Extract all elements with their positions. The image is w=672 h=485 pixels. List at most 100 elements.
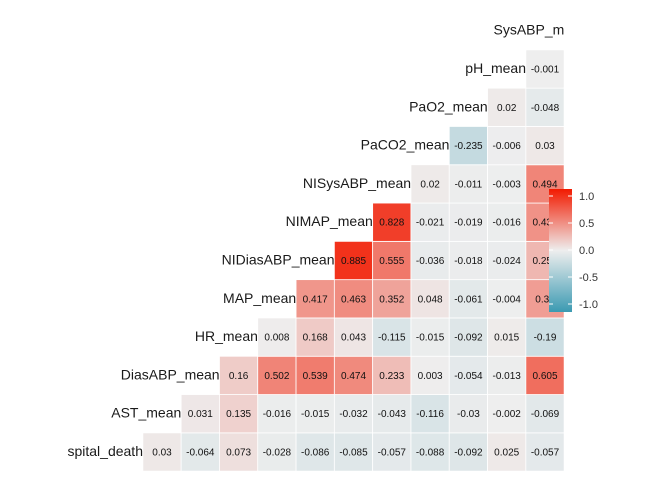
cell-value: -0.016 <box>263 409 292 420</box>
cell-value: 0.502 <box>264 371 289 382</box>
cell-value: 0.073 <box>226 448 251 459</box>
row-label: MAP_mean <box>223 290 296 306</box>
heatmap-cell <box>448 355 488 395</box>
heatmap-cell <box>487 164 527 204</box>
cell-value: -0.006 <box>493 141 522 152</box>
cell-value: 0.233 <box>379 371 404 382</box>
legend-tick-label: 0.5 <box>579 218 594 230</box>
heatmap-cell <box>487 126 527 166</box>
row-label: AST_mean <box>111 405 181 421</box>
legend-tick-label: -0.5 <box>579 272 598 284</box>
row-label: SysABP_m <box>493 22 564 38</box>
heatmap-cell <box>257 355 297 395</box>
cell-value: 0.539 <box>303 371 328 382</box>
cell-value: -0.061 <box>454 294 483 305</box>
heatmap-cell <box>448 394 488 434</box>
heatmap-cell <box>410 202 450 242</box>
heatmap-cell <box>410 355 450 395</box>
cell-value: 0.258 <box>532 256 557 267</box>
cell-value: 0.434 <box>532 218 557 229</box>
row-label: NISysABP_mean <box>303 175 411 191</box>
row-label: PaO2_mean <box>409 98 488 114</box>
cell-value: -0.004 <box>493 294 522 305</box>
cell-value: -0.092 <box>454 333 483 344</box>
cell-value: -0.069 <box>531 409 560 420</box>
heatmap-cell <box>448 202 488 242</box>
cell-value: -0.001 <box>531 65 560 76</box>
cell-value: 0.605 <box>532 371 557 382</box>
heatmap-cell <box>333 432 374 472</box>
heatmap-cell <box>525 126 565 166</box>
cell-value: -0.043 <box>378 409 407 420</box>
heatmap-cell <box>142 432 182 472</box>
heatmap-cell <box>180 432 220 472</box>
cell-value: -0.086 <box>301 448 330 459</box>
cell-value: 0.003 <box>418 371 443 382</box>
heatmap-cell <box>525 317 565 357</box>
heatmap-cell <box>410 279 450 319</box>
heatmap-cell <box>487 240 527 281</box>
cell-value: -0.024 <box>493 256 522 267</box>
cell-value: -0.057 <box>531 448 560 459</box>
cell-value: 0.135 <box>226 409 251 420</box>
heatmap-cell <box>448 317 488 357</box>
heatmap-cell <box>410 164 450 204</box>
heatmap-cell <box>219 355 259 395</box>
cell-value: 0.463 <box>341 294 366 305</box>
heatmap-cell <box>372 432 412 472</box>
heatmap-cell <box>487 202 527 242</box>
heatmap-cell <box>372 279 412 319</box>
cell-value: 0.03 <box>535 141 555 152</box>
heatmap-cell <box>525 87 565 127</box>
heatmap-cell <box>295 432 335 472</box>
cell-value: 0.008 <box>264 333 289 344</box>
row-label: pH_mean <box>465 60 526 76</box>
cell-value: 0.03 <box>152 448 172 459</box>
legend-tick-label: 0.0 <box>579 245 594 257</box>
heatmap-cell <box>525 355 565 395</box>
cell-value: -0.018 <box>454 256 483 267</box>
labels-layer: spital_death AST_mean DiasABP_mean HR_mean M… <box>67 22 564 459</box>
heatmap-cell <box>525 432 565 472</box>
row-label: spital_death <box>67 443 143 459</box>
cell-value: 0.168 <box>303 333 328 344</box>
heatmap-cell <box>333 355 374 395</box>
cell-value: -0.092 <box>454 448 483 459</box>
cells-layer <box>142 49 565 472</box>
heatmap-cell <box>372 240 412 281</box>
cell-value: -0.054 <box>454 371 483 382</box>
heatmap-cell <box>295 279 335 319</box>
cell-value: 0.02 <box>497 103 517 114</box>
cell-value: -0.064 <box>186 448 215 459</box>
cell-value: 0.015 <box>494 333 519 344</box>
cell-value: -0.036 <box>416 256 445 267</box>
cell-value: 0.417 <box>303 294 328 305</box>
color-legend: 1.0 0.5 0.0 -0.5 -1.0 <box>549 189 598 312</box>
heatmap-cell <box>372 394 412 434</box>
heatmap-cell <box>448 126 488 166</box>
row-label: HR_mean <box>195 328 258 344</box>
heatmap-cell <box>487 355 527 395</box>
cell-value: -0.085 <box>339 448 368 459</box>
cell-value: -0.057 <box>378 448 407 459</box>
heatmap-cell <box>180 394 220 434</box>
heatmap-cell <box>257 317 297 357</box>
row-label: PaCO2_mean <box>361 137 450 153</box>
heatmap-cell <box>372 317 412 357</box>
cell-value: -0.003 <box>493 179 522 190</box>
cell-value: 0.828 <box>379 218 404 229</box>
row-label: NIMAP_mean <box>286 213 373 229</box>
cell-value: -0.235 <box>454 141 483 152</box>
cell-value: -0.011 <box>455 179 483 190</box>
row-label: DiasABP_mean <box>121 366 220 382</box>
heatmap-cell <box>525 394 565 434</box>
cell-value: -0.115 <box>378 333 406 344</box>
cell-value: -0.019 <box>454 218 483 229</box>
cell-value: -0.048 <box>531 103 560 114</box>
heatmap-cell <box>219 394 259 434</box>
cell-value: 0.031 <box>188 409 213 420</box>
cell-value: 0.025 <box>494 448 519 459</box>
cell-value: -0.015 <box>301 409 330 420</box>
